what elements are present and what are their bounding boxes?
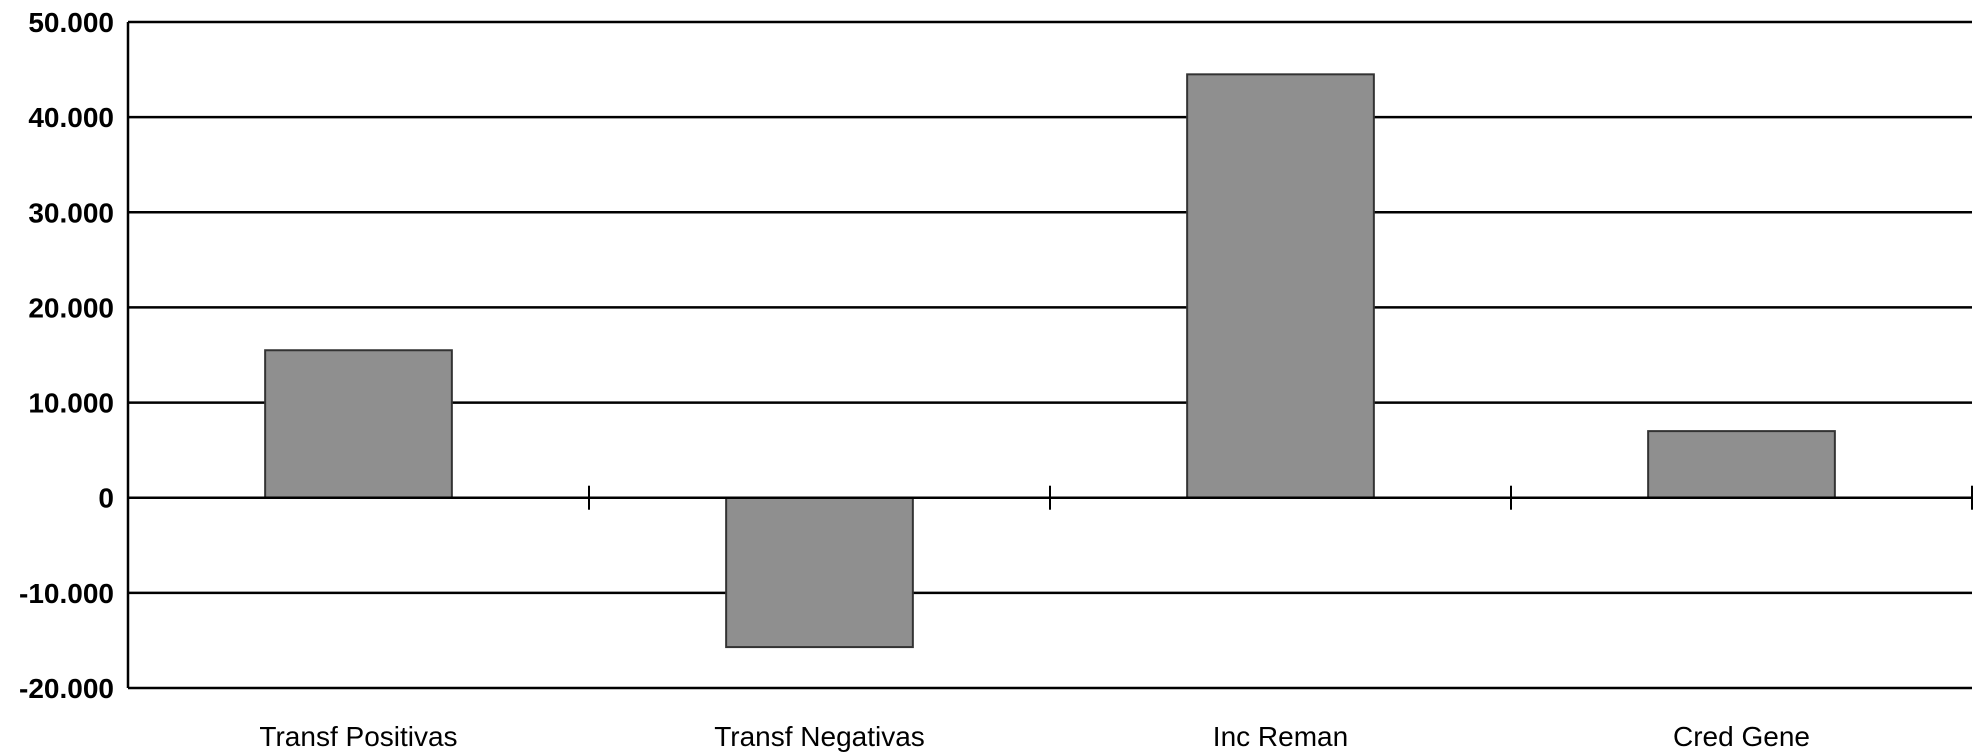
axes <box>126 22 1973 688</box>
x-tick-label: Cred Gene <box>1673 721 1810 752</box>
y-tick-label: 40.000 <box>28 102 114 133</box>
y-tick-label: 0 <box>98 483 114 514</box>
y-tick-label: -20.000 <box>19 673 114 704</box>
bar <box>1186 73 1375 499</box>
x-tick-label: Inc Reman <box>1213 721 1348 752</box>
y-tick-label: 10.000 <box>28 388 114 419</box>
bar <box>264 349 453 499</box>
bars <box>264 73 1836 649</box>
bar <box>1647 430 1836 499</box>
x-tick-label: Transf Positivas <box>259 721 457 752</box>
y-tick-label: 50.000 <box>28 7 114 38</box>
x-tick-label: Transf Negativas <box>714 721 925 752</box>
x-tick-labels: Transf Positivas Transf Negativas Inc Rema… <box>259 721 1810 752</box>
y-tick-label: 30.000 <box>28 197 114 228</box>
y-tick-label: 20.000 <box>28 292 114 323</box>
y-tick-label: -10.000 <box>19 578 114 609</box>
y-tick-labels: 50.000 40.000 30.000 20.000 10.000 0 -10.000 -2… <box>19 7 114 704</box>
bar <box>725 496 914 649</box>
